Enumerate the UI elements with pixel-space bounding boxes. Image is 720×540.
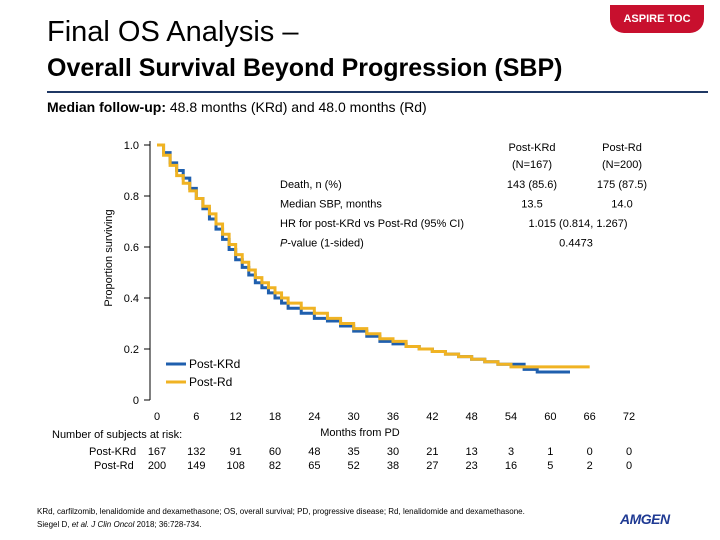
- km-chart: Proportion surviving 0 0.2 0.4 0.6 0.8 1.0 0 6 1…: [103, 140, 647, 439]
- at-risk-cell: 1: [547, 446, 554, 458]
- citation-italic: et al. J Clin Oncol: [71, 520, 135, 529]
- stats-cell: 13.5: [521, 199, 542, 211]
- at-risk-cell: 27: [426, 460, 439, 472]
- y-tick-label: 0.2: [124, 344, 139, 356]
- at-risk-cell: 167: [147, 446, 167, 458]
- stats-cell: 175 (87.5): [597, 179, 647, 191]
- chart-legend: Post-KRd Post-Rd: [166, 357, 240, 389]
- at-risk-row-label: Post-KRd: [89, 446, 137, 458]
- title-divider: [47, 91, 708, 93]
- at-risk-cell: 108: [226, 460, 245, 472]
- x-tick-label: 60: [544, 411, 556, 423]
- stats-merged-cell: 1.015 (0.814, 1.267): [528, 218, 627, 230]
- y-tick-label: 1.0: [124, 140, 139, 152]
- series-line-post-rd: [157, 143, 590, 369]
- amgen-logo: AMGEN: [620, 511, 670, 527]
- at-risk-cell: 149: [187, 460, 206, 472]
- stats-label-text: -value (1-sided): [287, 238, 363, 250]
- stats-row-label: P-value (1-sided): [280, 238, 364, 250]
- stats-table: Post-KRd (N=167) Post-Rd (N=200) Death, n (%…: [280, 142, 647, 250]
- chart-ticks: 0 0.2 0.4 0.6 0.8 1.0 0 6 12 18 24 30 36 42 48 54 60 66 72…: [124, 140, 635, 439]
- x-tick-label: 72: [623, 411, 635, 423]
- stats-cell: 143 (85.6): [507, 179, 557, 191]
- at-risk-cell: 52: [347, 460, 360, 472]
- at-risk-title: Number of subjects at risk:: [52, 429, 183, 441]
- stats-cell: 14.0: [611, 199, 632, 211]
- stats-merged-cell: 0.4473: [559, 238, 593, 250]
- page-title: Final OS Analysis –: [47, 16, 299, 48]
- stats-column-n: (N=200): [602, 159, 642, 171]
- at-risk-cell: 0: [625, 460, 633, 472]
- y-axis-title: Proportion surviving: [103, 209, 115, 306]
- at-risk-cell: 91: [229, 446, 242, 458]
- x-tick-label: 48: [466, 411, 478, 423]
- x-tick-label: 66: [584, 411, 596, 423]
- legend-label: Post-KRd: [189, 357, 240, 371]
- at-risk-cell: 2: [586, 460, 593, 472]
- at-risk-cell: 0: [586, 446, 593, 458]
- at-risk-cell: 35: [347, 446, 360, 458]
- at-risk-cell: 30: [386, 446, 400, 458]
- footnote: KRd, carfilzomib, lenalidomide and dexam…: [37, 505, 525, 531]
- at-risk-cell: 13: [465, 446, 478, 458]
- stats-label-text: HR for post-KRd vs Post-Rd (95% CI): [280, 218, 464, 230]
- stats-column-n: (N=167): [512, 159, 552, 171]
- at-risk-cell: 3: [507, 446, 515, 458]
- followup-label: Median follow-up:: [47, 99, 166, 115]
- x-tick-label: 18: [269, 411, 281, 423]
- at-risk-cell: 0: [625, 446, 633, 458]
- stats-italic-prefix: P: [280, 238, 288, 250]
- at-risk-cell: 38: [386, 460, 400, 472]
- citation-suffix: 2018; 36:728-734.: [134, 520, 202, 529]
- at-risk-cell: 82: [268, 460, 282, 472]
- x-tick-label: 6: [193, 411, 199, 423]
- y-tick-label: 0.4: [124, 293, 139, 305]
- at-risk-cell: 21: [426, 446, 439, 458]
- at-risk-cell: 200: [147, 460, 167, 472]
- x-tick-label: 24: [308, 411, 320, 423]
- stats-column-name: Post-Rd: [602, 142, 642, 154]
- at-risk-cell: 23: [465, 460, 478, 472]
- followup-text: 48.8 months (KRd) and 48.0 months (Rd): [169, 99, 427, 115]
- stats-label-text: Death, n (%): [280, 179, 342, 191]
- stats-label-text: Median SBP, months: [280, 199, 382, 211]
- x-tick-label: 42: [426, 411, 438, 423]
- at-risk-cell: 132: [187, 446, 206, 458]
- at-risk-cell: 5: [547, 460, 554, 472]
- x-axis-title: Months from PD: [320, 427, 400, 439]
- at-risk-cell: 60: [268, 446, 282, 458]
- at-risk-row-label: Post-Rd: [94, 460, 134, 472]
- chart-axes: Proportion surviving: [103, 141, 151, 400]
- y-tick-label: 0: [133, 395, 139, 407]
- stats-column-name: Post-KRd: [508, 142, 555, 154]
- x-tick-label: 36: [387, 411, 399, 423]
- footnote-abbreviations: KRd, carfilzomib, lenalidomide and dexam…: [37, 507, 525, 516]
- stats-row-label: Death, n (%): [280, 179, 342, 191]
- at-risk-cell: 65: [308, 460, 321, 472]
- page-subtitle: Overall Survival Beyond Progression (SBP…: [47, 54, 563, 82]
- x-tick-label: 54: [505, 411, 517, 423]
- chart-curves: [157, 143, 590, 374]
- at-risk-cell: 48: [308, 446, 321, 458]
- stats-row-label: HR for post-KRd vs Post-Rd (95% CI): [280, 218, 464, 230]
- footnote-citation: Siegel D, et al. J Clin Oncol 2018; 36:7…: [37, 518, 525, 531]
- citation-prefix: Siegel D,: [37, 520, 72, 529]
- x-tick-label: 30: [348, 411, 360, 423]
- y-tick-label: 0.6: [124, 242, 139, 254]
- at-risk-cell: 16: [504, 460, 518, 472]
- legend-label: Post-Rd: [189, 375, 232, 389]
- y-tick-label: 0.8: [124, 191, 139, 203]
- x-tick-label: 12: [230, 411, 242, 423]
- stats-row-label: Median SBP, months: [280, 199, 382, 211]
- x-tick-label: 0: [154, 411, 160, 423]
- aspire-toc-button[interactable]: ASPIRE TOC: [610, 5, 704, 33]
- followup-note: Median follow-up: 48.8 months (KRd) and …: [47, 99, 427, 115]
